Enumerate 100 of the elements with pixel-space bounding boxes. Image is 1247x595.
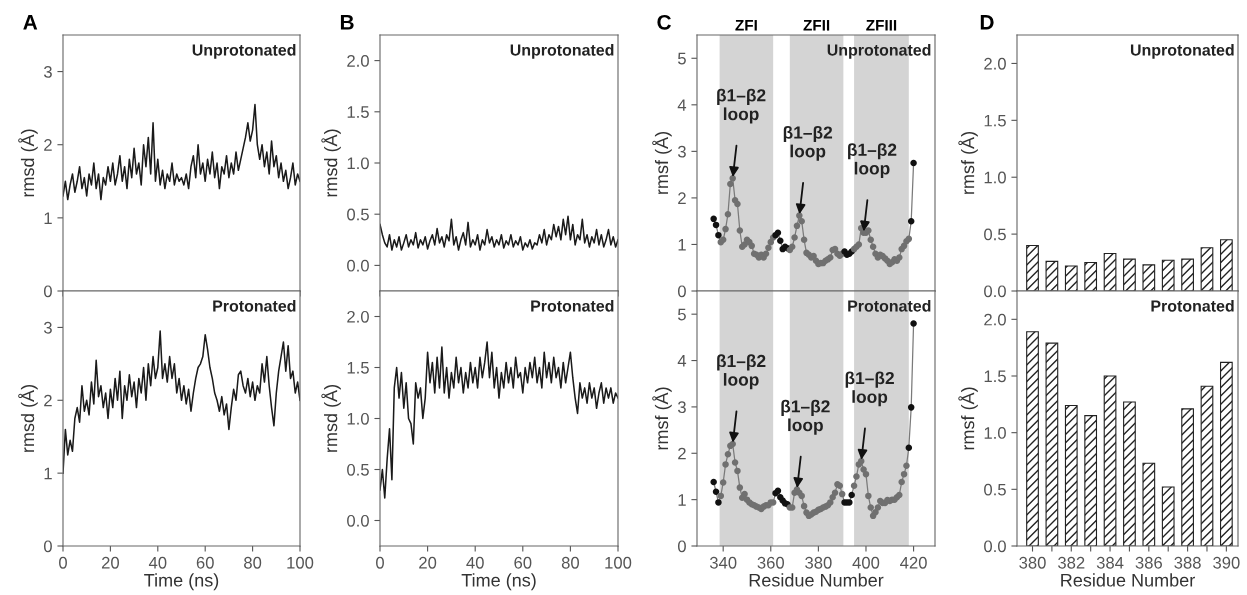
- x-tick-label: 382: [1058, 556, 1085, 569]
- bar: [1219, 361, 1233, 546]
- x-tick-label: 40: [466, 556, 484, 569]
- x-tick-label: 60: [514, 556, 532, 569]
- y-tick-label: 1.0: [984, 171, 1006, 184]
- bar: [1181, 408, 1194, 546]
- y-axis-title: rmsd (Å): [321, 385, 341, 452]
- annotation: Unprotonated: [827, 43, 931, 59]
- annotation: Unprotonated: [192, 43, 296, 59]
- y-tick-label: 4: [677, 99, 687, 111]
- y-tick-label: 0.5: [984, 483, 1006, 496]
- annotation: Protonated: [213, 299, 296, 312]
- y-tick-label: 1.0: [984, 427, 1006, 439]
- y-axis-title: rmsf (Å): [958, 387, 978, 450]
- annotation: β1–β2 loop: [781, 399, 830, 435]
- y-tick-label: 3: [677, 401, 686, 414]
- y-tick-label: 1: [44, 467, 52, 480]
- bar: [1045, 260, 1059, 291]
- y-tick-label: 3: [677, 145, 686, 158]
- bar: [1103, 375, 1117, 546]
- bar: [1142, 462, 1156, 546]
- y-tick-label: 1: [44, 212, 52, 224]
- x-axis-title: Time (ns): [144, 573, 219, 591]
- bar: [1200, 247, 1214, 291]
- chart-title: B: [340, 15, 354, 30]
- y-axis-title: rmsf (Å): [958, 132, 978, 194]
- y-tick-label: 0.0: [347, 259, 369, 272]
- y-tick-label: 2: [678, 447, 686, 460]
- x-tick-label: 100: [605, 556, 632, 569]
- y-tick-label: 0: [43, 285, 52, 298]
- y-tick-label: 3: [43, 321, 52, 334]
- x-axis-title: Residue Number: [1061, 573, 1195, 587]
- x-axis-title: Residue Number: [749, 573, 884, 587]
- y-tick-label: 5: [677, 52, 686, 65]
- x-tick-label: 100: [287, 556, 314, 569]
- band-label: ZFI: [735, 20, 757, 31]
- y-tick-label: 0.0: [984, 285, 1006, 298]
- bar: [1103, 252, 1117, 291]
- y-tick-label: 2: [44, 394, 52, 407]
- annotation: β1–β2 loop: [783, 125, 833, 161]
- x-tick-label: 80: [561, 556, 580, 569]
- y-tick-label: 2.0: [984, 57, 1006, 70]
- annotation: β1–β2 loop: [717, 88, 766, 124]
- bar: [1064, 404, 1078, 546]
- y-tick-label: 0: [677, 285, 686, 298]
- bar: [1026, 331, 1039, 546]
- y-tick-label: 0.5: [347, 208, 369, 221]
- chart-title: D: [980, 15, 994, 30]
- bar: [1200, 385, 1214, 546]
- annotation: Protonated: [531, 299, 614, 312]
- band-label: ZFIII: [866, 20, 897, 31]
- annotation: β1–β2 loop: [717, 354, 766, 390]
- y-tick-label: 1.5: [347, 362, 369, 374]
- bar: [1045, 342, 1059, 546]
- y-tick-label: 0: [43, 540, 52, 553]
- y-tick-label: 2.0: [347, 55, 369, 67]
- y-tick-label: 0.5: [347, 463, 369, 476]
- annotation: β1–β2 loop: [845, 371, 894, 407]
- x-tick-label: 340: [709, 556, 737, 569]
- chart-title: C: [657, 14, 672, 30]
- y-tick-label: 1: [678, 494, 686, 506]
- y-tick-label: 0.0: [347, 514, 369, 527]
- bar: [1064, 265, 1078, 291]
- y-axis-title: rmsd (Å): [18, 129, 38, 197]
- chart-title: A: [23, 15, 38, 30]
- x-tick-label: 40: [148, 556, 167, 569]
- y-tick-label: 1.5: [347, 106, 369, 118]
- y-tick-label: 0.0: [984, 540, 1006, 553]
- bar: [1123, 401, 1136, 546]
- x-tick-label: 388: [1174, 556, 1201, 569]
- bar: [1219, 239, 1233, 291]
- band-label: ZFII: [803, 20, 830, 31]
- y-tick-label: 2: [44, 139, 52, 151]
- y-tick-label: 1.5: [984, 370, 1006, 383]
- bar: [1123, 258, 1136, 291]
- x-tick-label: 0: [59, 556, 67, 569]
- line-series: [380, 341, 618, 499]
- x-tick-label: 360: [757, 556, 785, 569]
- y-tick-label: 4: [677, 355, 687, 367]
- x-tick-label: 380: [805, 556, 832, 569]
- x-tick-label: 20: [419, 556, 437, 569]
- x-tick-label: 390: [1213, 556, 1240, 569]
- x-tick-label: 380: [1019, 556, 1046, 569]
- bar: [1181, 258, 1194, 291]
- annotation: β1–β2 loop: [848, 143, 897, 179]
- bar: [1084, 415, 1098, 546]
- x-tick-label: 60: [196, 556, 214, 569]
- bar: [1142, 264, 1156, 291]
- x-tick-label: 384: [1096, 556, 1124, 569]
- y-tick-label: 2.0: [347, 310, 369, 323]
- y-tick-label: 2.0: [984, 313, 1006, 326]
- y-tick-label: 0.5: [984, 228, 1006, 241]
- x-tick-label: 400: [852, 556, 880, 569]
- x-tick-label: 20: [101, 556, 120, 569]
- bar: [1161, 259, 1175, 291]
- x-tick-label: 420: [900, 556, 927, 569]
- y-tick-label: 3: [43, 65, 52, 78]
- y-axis-title: rmsf (Å): [652, 132, 672, 194]
- line-series: [63, 103, 300, 201]
- y-tick-label: 1.0: [347, 412, 369, 425]
